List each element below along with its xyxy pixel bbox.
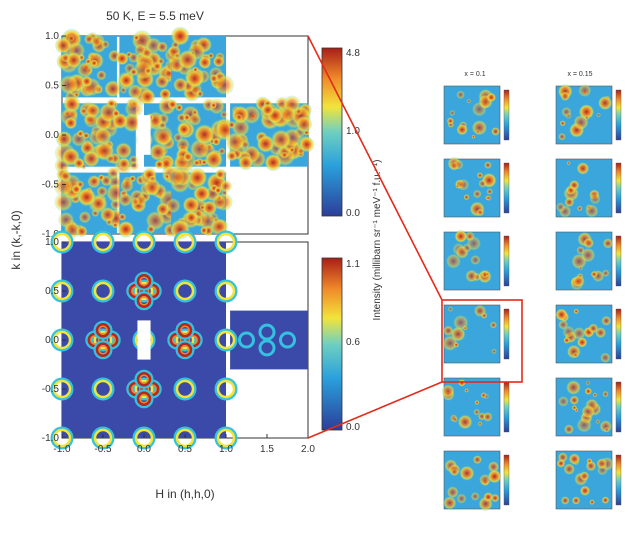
x-tick-label: 1.5: [260, 444, 274, 455]
y-axis-label: k in (k,-k,0): [9, 210, 23, 269]
bottom-ring: [173, 328, 197, 352]
bottom-colorbar-min: 0.0: [346, 422, 360, 433]
bottom-colorbar-mid: 0.6: [346, 337, 360, 348]
zoom-line-bottom: [307, 381, 443, 439]
bottom-ring: [50, 328, 74, 352]
bottom-ring: [214, 230, 238, 254]
y-tick-label: 1.0: [45, 237, 59, 248]
top-tile: [54, 28, 122, 104]
small-panel: [443, 85, 510, 145]
small-panel: [443, 156, 510, 218]
small-panel: [441, 377, 510, 437]
small-panel: [555, 83, 622, 145]
bottom-ring: [132, 426, 156, 450]
small-panel: [442, 450, 510, 512]
y-tick-label: 1.0: [45, 31, 59, 42]
top-panel-title: 50 K, E = 5.5 meV: [106, 9, 204, 23]
bottom-ring: [50, 377, 74, 401]
bottom-ring: [91, 328, 115, 352]
x-tick-label: -0.5: [94, 444, 112, 455]
small-panel: [555, 231, 622, 291]
top-center-gap: [137, 115, 151, 155]
top-colorbar: [321, 47, 343, 217]
colorbar-label: Intensity (millibarn sr⁻¹ meV⁻¹ f.u.⁻¹): [372, 160, 383, 321]
bottom-ring: [214, 426, 238, 450]
y-tick-label: 0.0: [45, 335, 59, 346]
bottom-ring: [134, 271, 154, 291]
small-grid: [441, 83, 622, 512]
bottom-ring: [91, 377, 115, 401]
top-tile: [225, 95, 315, 172]
small-panel: [555, 158, 622, 218]
highlight-box: [441, 299, 523, 383]
bottom-ring: [134, 291, 154, 311]
bottom-colorbar: [321, 257, 343, 431]
bottom-ring: [214, 377, 238, 401]
x-tick-label: 2.0: [301, 444, 315, 455]
y-tick-label: -0.5: [42, 384, 60, 395]
top-tile: [54, 95, 144, 175]
bottom-ext-ring: [279, 331, 296, 349]
top-colorbar-mid: 1.0: [346, 126, 360, 137]
bottom-ring: [91, 426, 115, 450]
x-tick-label: 1.0: [219, 444, 233, 455]
bottom-ring: [50, 426, 74, 450]
y-tick-label: 0.5: [45, 286, 59, 297]
bottom-ring: [132, 279, 156, 303]
bottom-ring: [175, 320, 195, 340]
small-col-label-1: x = 0.1: [464, 71, 485, 78]
bottom-ring: [91, 230, 115, 254]
bottom-ring: [134, 369, 154, 389]
bottom-colorbar-max: 1.1: [346, 259, 360, 270]
bottom-ring: [175, 340, 195, 360]
x-tick-label: 0.0: [137, 444, 151, 455]
top-tile: [165, 167, 234, 240]
x-tick-label: -1.0: [53, 444, 71, 455]
x-tick-label: 0.5: [178, 444, 192, 455]
bottom-ring: [173, 377, 197, 401]
small-panel: [555, 304, 622, 364]
top-colorbar-max: 4.8: [346, 48, 360, 59]
top-colorbar-min: 0.0: [346, 208, 360, 219]
bottom-ext-ring: [258, 323, 276, 341]
bottom-ring: [93, 320, 113, 340]
zoom-line-top: [307, 35, 443, 301]
bottom-ring: [132, 377, 156, 401]
small-panel: [555, 450, 622, 510]
bottom-ring: [91, 279, 115, 303]
top-tile: [117, 165, 181, 238]
bottom-ring: [214, 328, 238, 352]
small-panel: [442, 304, 510, 364]
top-tile: [164, 26, 235, 102]
bottom-ext-ring: [258, 339, 276, 357]
top-heatmap: [53, 26, 315, 240]
y-tick-label: 0.5: [45, 81, 59, 92]
y-tick-label: 0.0: [45, 130, 59, 141]
bottom-x-ticks: -1.0 -0.5 0.0 0.5 1.0 1.5 2.0: [53, 434, 315, 455]
bottom-ring: [132, 230, 156, 254]
bottom-center-gap: [137, 320, 151, 360]
small-col-label-2: x = 0.15: [567, 71, 592, 78]
bottom-ext-ring: [238, 331, 255, 349]
bottom-ring: [50, 230, 74, 254]
y-tick-label: -0.5: [42, 180, 60, 191]
bottom-y-ticks: 1.0 0.5 0.0 -0.5 -1.0: [42, 237, 66, 444]
small-panel: [443, 229, 510, 291]
bottom-heatmap: [50, 230, 308, 450]
bottom-ring: [134, 389, 154, 409]
bottom-ring: [173, 230, 197, 254]
small-panel: [555, 377, 622, 437]
bottom-ring: [50, 279, 74, 303]
bottom-ring: [93, 340, 113, 360]
bottom-ring: [214, 279, 238, 303]
y-tick-label: -1.0: [42, 229, 60, 240]
top-tile: [53, 166, 127, 239]
bottom-ring: [173, 426, 197, 450]
x-axis-label: H in (h,h,0): [155, 487, 214, 501]
y-tick-label: -1.0: [42, 433, 60, 444]
bottom-ring: [173, 279, 197, 303]
